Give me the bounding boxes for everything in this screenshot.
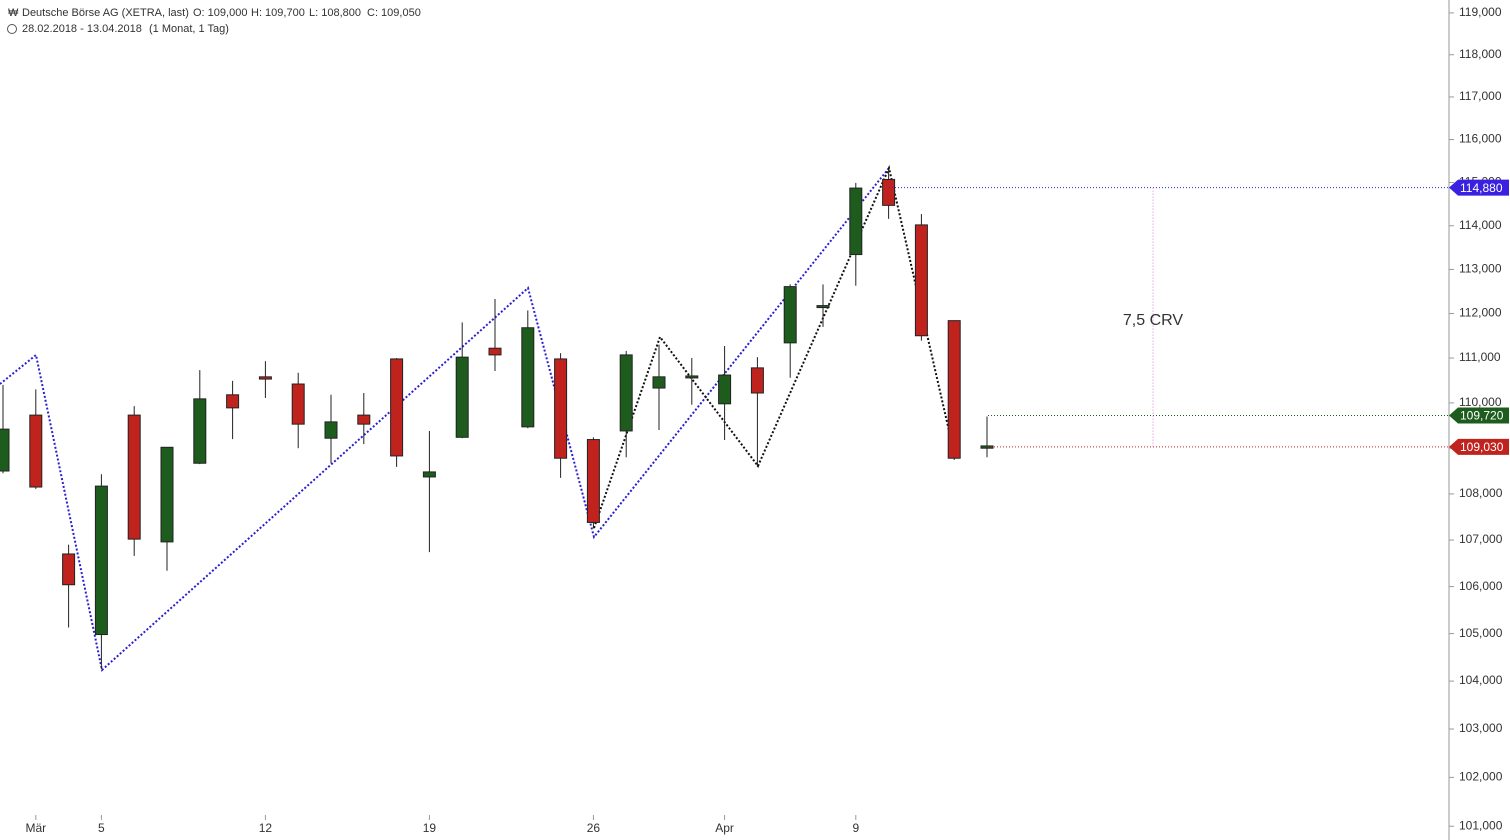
- icon: ₩: [8, 7, 19, 19]
- chart-title: Deutsche Börse AG (XETRA, last): [22, 7, 189, 19]
- y-tick-label: 108,000: [1459, 486, 1503, 500]
- y-tick-label: 110,000: [1459, 395, 1502, 409]
- period: (1 Monat, 1 Tag): [149, 23, 229, 35]
- candle-body: [980, 445, 994, 449]
- trend-drawing: [593, 164, 956, 529]
- price-tag-label: 109,720: [1460, 409, 1504, 423]
- price-tag-label: 109,030: [1460, 440, 1504, 454]
- candle-body: [127, 414, 141, 540]
- candle-body: [554, 358, 568, 459]
- x-tick-label: 19: [423, 821, 437, 835]
- price-tag: [1449, 179, 1509, 196]
- header-value: C: 109,050: [367, 7, 421, 19]
- clock-icon: [7, 24, 17, 34]
- candle-body: [455, 356, 469, 438]
- y-tick-label: 118,000: [1459, 47, 1502, 61]
- header-value: H: 109,700: [251, 7, 305, 19]
- price-tag-label: 114,880: [1460, 181, 1503, 195]
- y-tick-label: 103,000: [1459, 721, 1503, 735]
- candle-body: [947, 320, 961, 459]
- candle-body: [816, 305, 830, 309]
- y-tick-label: 101,000: [1459, 818, 1503, 832]
- candle-body: [94, 485, 108, 636]
- candle-body: [324, 421, 338, 439]
- candle-body: [0, 428, 10, 472]
- candle-body: [390, 358, 404, 457]
- x-tick-label: 26: [587, 821, 601, 835]
- header-value: L: 108,800: [309, 7, 361, 19]
- x-tick-label: 9: [852, 821, 859, 835]
- subtitle: 28.02.2018 - 13.04.2018: [22, 23, 142, 35]
- candle-body: [718, 374, 732, 405]
- y-tick-label: 112,000: [1459, 306, 1502, 320]
- y-tick-label: 102,000: [1459, 770, 1503, 784]
- candle-body: [783, 286, 797, 344]
- candle-body: [849, 187, 863, 256]
- x-tick-label: Mär: [25, 821, 46, 835]
- candle-body: [291, 383, 305, 425]
- y-tick-label: 105,000: [1459, 626, 1503, 640]
- candle-body: [29, 414, 43, 488]
- x-tick-label: Apr: [715, 821, 734, 835]
- candle-body: [62, 553, 76, 586]
- candle-body: [488, 347, 502, 356]
- y-tick-label: 104,000: [1459, 673, 1503, 687]
- annotation: 7,5 CRV: [1123, 312, 1184, 329]
- price-tag: [1449, 438, 1509, 455]
- candle-body: [160, 446, 174, 543]
- candle-body: [357, 414, 371, 425]
- y-tick-label: 119,000: [1459, 5, 1502, 19]
- y-tick-label: 107,000: [1459, 532, 1503, 546]
- y-tick-label: 111,000: [1459, 350, 1501, 364]
- x-tick-label: 12: [259, 821, 273, 835]
- y-tick-label: 114,000: [1459, 218, 1502, 232]
- y-tick-label: 113,000: [1459, 262, 1502, 276]
- x-tick-label: 5: [98, 821, 105, 835]
- y-tick-label: 106,000: [1459, 579, 1503, 593]
- y-tick-label: 117,000: [1459, 89, 1502, 103]
- candle-body: [750, 367, 764, 394]
- trend-drawing: [0, 167, 890, 672]
- candle-body: [882, 178, 896, 206]
- candle-body: [258, 376, 272, 380]
- candle-body: [193, 398, 207, 464]
- candle-body: [685, 375, 699, 379]
- candle-body: [652, 376, 666, 389]
- candle-body: [226, 394, 240, 409]
- y-tick-label: 116,000: [1459, 132, 1502, 146]
- price-tag: [1449, 407, 1509, 424]
- candle-body: [586, 439, 600, 523]
- candle-body: [914, 224, 928, 337]
- candle-body: [619, 354, 633, 432]
- header-value: O: 109,000: [193, 7, 247, 19]
- candle-body: [521, 327, 535, 428]
- candle-body: [422, 471, 436, 478]
